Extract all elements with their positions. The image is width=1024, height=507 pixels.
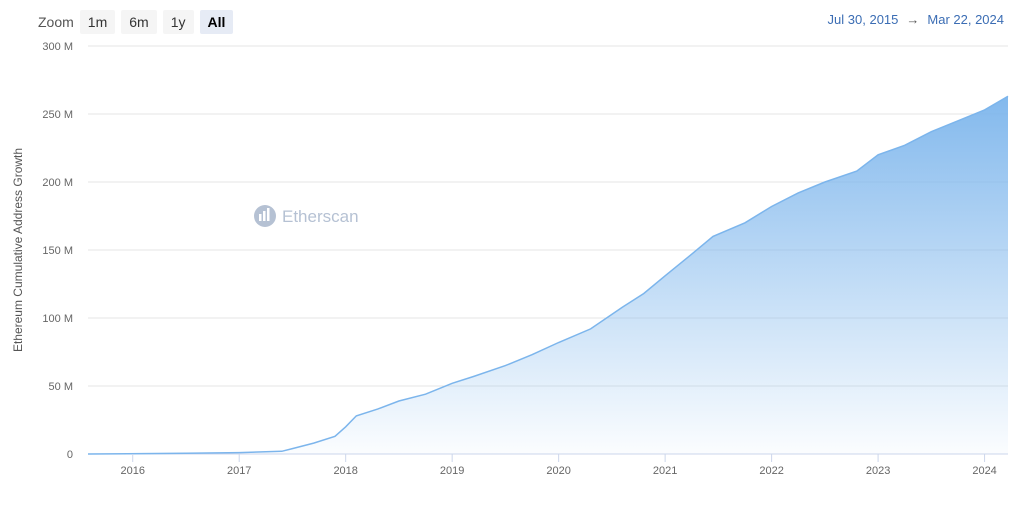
x-tick-label: 2020 — [546, 465, 570, 477]
x-tick-label: 2018 — [333, 465, 357, 477]
zoom-controls: Zoom 1m 6m 1y All — [38, 10, 234, 34]
y-axis-title: Ethereum Cumulative Address Growth — [11, 148, 25, 352]
etherscan-watermark: Etherscan — [254, 205, 359, 227]
y-tick-label: 250 M — [42, 109, 73, 121]
x-tick-label: 2016 — [120, 465, 144, 477]
x-tick-label: 2019 — [440, 465, 464, 477]
series-line — [87, 95, 1009, 455]
x-tick-label: 2023 — [866, 465, 890, 477]
range-from[interactable]: Jul 30, 2015 — [827, 12, 899, 27]
range-arrow: → — [906, 12, 920, 27]
y-tick-label: 0 — [67, 449, 73, 461]
y-tick-label: 50 M — [49, 381, 73, 393]
watermark-text: Etherscan — [282, 207, 359, 226]
zoom-1y-button[interactable]: 1y — [162, 10, 194, 34]
x-tick-label: 2021 — [653, 465, 677, 477]
zoom-label: Zoom — [38, 14, 74, 30]
area-fill — [88, 96, 1008, 455]
x-tick-label: 2024 — [972, 465, 996, 477]
x-tick-label: 2022 — [759, 465, 783, 477]
zoom-1m-button[interactable]: 1m — [79, 10, 116, 34]
y-tick-label: 200 M — [42, 177, 73, 189]
date-range: Jul 30, 2015 → Mar 22, 2024 — [828, 12, 1004, 27]
zoom-6m-button[interactable]: 6m — [121, 10, 157, 34]
range-to[interactable]: Mar 22, 2024 — [927, 12, 1004, 27]
x-tick-label: 2017 — [227, 465, 251, 477]
y-tick-label: 150 M — [42, 245, 73, 257]
y-tick-label: 300 M — [42, 41, 73, 53]
y-tick-label: 100 M — [42, 313, 73, 325]
zoom-all-button[interactable]: All — [199, 10, 234, 34]
